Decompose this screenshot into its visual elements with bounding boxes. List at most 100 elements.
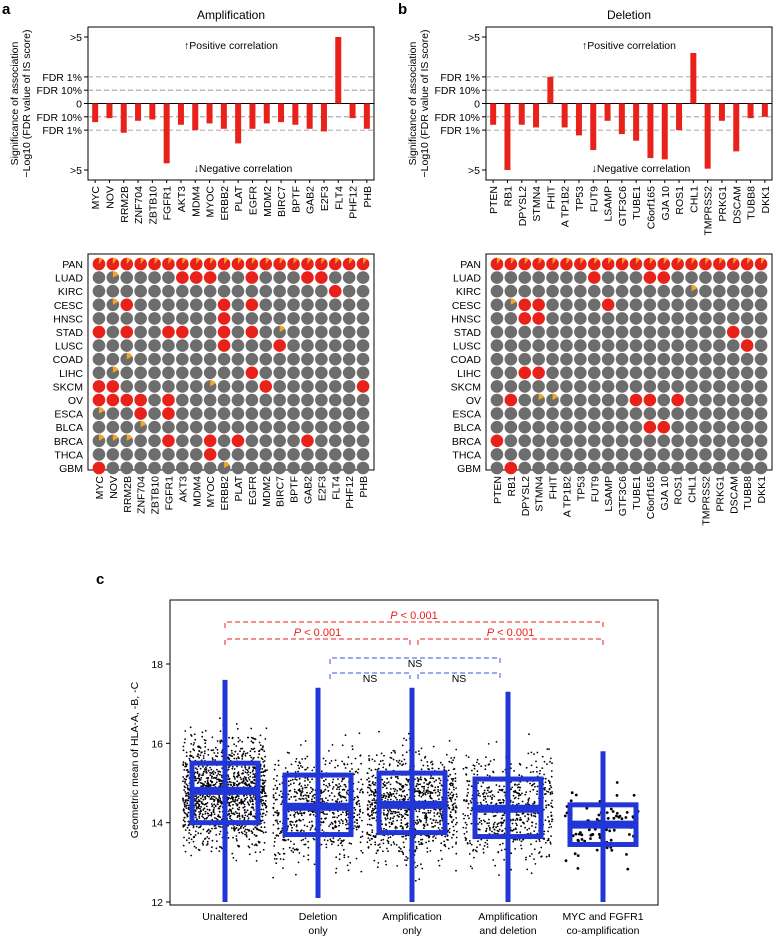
data-point bbox=[579, 831, 582, 834]
data-point bbox=[454, 772, 457, 775]
data-point bbox=[374, 807, 377, 810]
data-point bbox=[206, 816, 209, 819]
matrix-dot bbox=[504, 434, 518, 448]
data-point bbox=[417, 750, 420, 752]
data-point bbox=[183, 741, 186, 744]
data-point bbox=[344, 734, 347, 737]
data-point bbox=[293, 843, 295, 846]
data-point bbox=[476, 846, 478, 849]
data-point bbox=[473, 765, 476, 767]
data-point bbox=[219, 782, 222, 785]
matrix-dot-wedge bbox=[622, 257, 627, 264]
data-point bbox=[262, 761, 265, 763]
matrix-dot bbox=[671, 298, 684, 312]
matrix-dot bbox=[342, 325, 356, 339]
data-point bbox=[273, 858, 276, 860]
matrix-dot bbox=[685, 434, 698, 448]
data-point bbox=[394, 810, 396, 813]
data-point bbox=[293, 788, 296, 791]
data-point bbox=[250, 806, 253, 809]
data-point bbox=[247, 803, 250, 805]
data-point bbox=[626, 867, 630, 871]
data-point bbox=[519, 817, 522, 819]
data-point bbox=[615, 811, 619, 815]
data-point bbox=[199, 826, 201, 829]
matrix-dot bbox=[671, 380, 684, 393]
data-point bbox=[199, 767, 202, 770]
data-point bbox=[328, 782, 330, 785]
data-point bbox=[343, 777, 345, 780]
data-point bbox=[307, 796, 310, 799]
matrix-dot bbox=[546, 284, 559, 298]
data-point bbox=[341, 760, 343, 763]
data-point bbox=[209, 766, 212, 769]
data-point bbox=[336, 816, 339, 819]
y-tick-label: 0 bbox=[474, 99, 480, 111]
matrix-dot-wedge bbox=[349, 257, 354, 264]
matrix-dot bbox=[342, 407, 356, 420]
x-tick-label: PTEN bbox=[488, 186, 500, 214]
data-point bbox=[371, 814, 373, 816]
data-point bbox=[569, 799, 573, 803]
matrix-dot bbox=[560, 366, 573, 380]
data-point bbox=[250, 727, 253, 730]
data-point bbox=[284, 767, 287, 769]
matrix-dot bbox=[657, 271, 671, 284]
data-point bbox=[518, 789, 521, 792]
data-point bbox=[404, 796, 407, 798]
matrix-dot bbox=[615, 298, 629, 312]
matrix-dot-wedge bbox=[552, 257, 557, 264]
matrix-dot bbox=[518, 339, 532, 352]
matrix-dot-wedge bbox=[98, 257, 103, 264]
matrix-dot bbox=[587, 366, 601, 380]
data-point bbox=[244, 825, 247, 828]
data-point bbox=[292, 847, 294, 850]
data-point bbox=[313, 863, 316, 866]
data-point bbox=[302, 812, 305, 814]
data-point bbox=[400, 822, 403, 824]
data-point bbox=[353, 821, 356, 823]
data-point bbox=[478, 821, 481, 824]
data-point bbox=[472, 848, 475, 851]
data-point bbox=[215, 834, 218, 836]
data-point bbox=[183, 801, 186, 804]
matrix-dot bbox=[315, 312, 328, 325]
x-tick-label: GAB2 bbox=[302, 476, 314, 504]
data-point bbox=[628, 833, 631, 836]
matrix-dot bbox=[754, 448, 768, 461]
matrix-dot bbox=[106, 420, 120, 434]
row-label: CESC bbox=[452, 300, 482, 312]
data-point bbox=[385, 818, 387, 821]
matrix-dot bbox=[273, 257, 286, 271]
matrix-dot bbox=[518, 312, 532, 325]
matrix-dot bbox=[148, 380, 161, 393]
data-point bbox=[195, 847, 198, 849]
data-point bbox=[331, 781, 334, 784]
data-point bbox=[533, 753, 535, 755]
data-point bbox=[550, 835, 552, 837]
data-point bbox=[208, 784, 211, 787]
data-point bbox=[195, 814, 197, 816]
data-point bbox=[188, 841, 191, 844]
data-point bbox=[404, 817, 406, 820]
data-point bbox=[241, 740, 244, 743]
data-point bbox=[279, 858, 282, 860]
matrix-dot bbox=[726, 420, 740, 434]
data-point bbox=[454, 810, 457, 812]
data-point bbox=[511, 829, 514, 832]
data-point bbox=[437, 789, 439, 791]
bar bbox=[547, 76, 554, 104]
matrix-dot bbox=[148, 407, 161, 420]
data-point bbox=[287, 793, 290, 796]
row-label: OV bbox=[466, 395, 481, 407]
data-point bbox=[217, 814, 220, 816]
matrix-dot bbox=[176, 393, 189, 407]
data-point bbox=[338, 853, 341, 856]
data-point bbox=[301, 766, 304, 769]
data-point bbox=[309, 792, 311, 795]
data-point bbox=[483, 791, 486, 794]
matrix-dot bbox=[162, 312, 175, 325]
matrix-dot bbox=[120, 407, 134, 420]
data-point bbox=[345, 814, 348, 817]
bar bbox=[220, 103, 227, 129]
